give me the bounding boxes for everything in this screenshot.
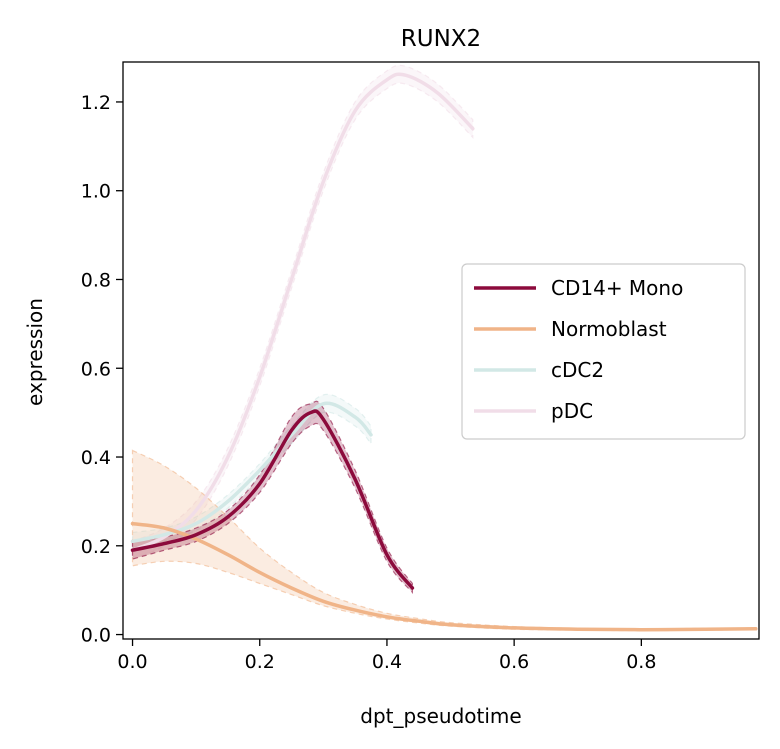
series-line-pdc [130,72,475,552]
band-cd14-mono [131,400,413,595]
legend-label-pdc: pDC [551,399,593,423]
x-tick-label: 0.4 [372,651,402,673]
band-normoblast [131,449,757,632]
band-cdc2 [131,393,372,551]
y-tick-label: 0.4 [81,447,111,469]
y-tick-label: 1.2 [81,92,111,114]
legend-label-cdc2: cDC2 [551,358,604,382]
series-line-normoblast [130,521,758,632]
legend: CD14+ Mono Normoblast cDC2 pDC [461,263,746,440]
legend-label-normoblast: Normoblast [551,317,667,341]
chart-title: RUNX2 [401,26,481,52]
y-tick-label: 1.0 [81,181,111,203]
y-axis-label: expression [23,298,47,406]
x-tick-label: 0.2 [245,651,275,673]
y-tick-label: 0.6 [81,358,111,380]
x-tick-label: 0.0 [117,651,147,673]
x-tick-label: 0.6 [499,651,529,673]
x-axis-ticks: 0.0 0.2 0.4 0.6 0.8 [117,639,656,673]
y-axis-ticks: 0.0 0.2 0.4 0.6 0.8 1.0 1.2 [81,92,123,647]
y-tick-label: 0.8 [81,269,111,291]
series-lines [130,72,758,632]
plot-frame [122,61,760,640]
y-tick-label: 0.0 [81,625,111,647]
legend-box [461,263,746,440]
series-line-cd14-mono [130,409,415,590]
y-tick-label: 0.2 [81,536,111,558]
legend-label-cd14-mono: CD14+ Mono [551,276,683,300]
x-tick-label: 0.8 [626,651,656,673]
x-axis-label: dpt_pseudotime [360,704,521,728]
band-pdc [131,64,474,560]
